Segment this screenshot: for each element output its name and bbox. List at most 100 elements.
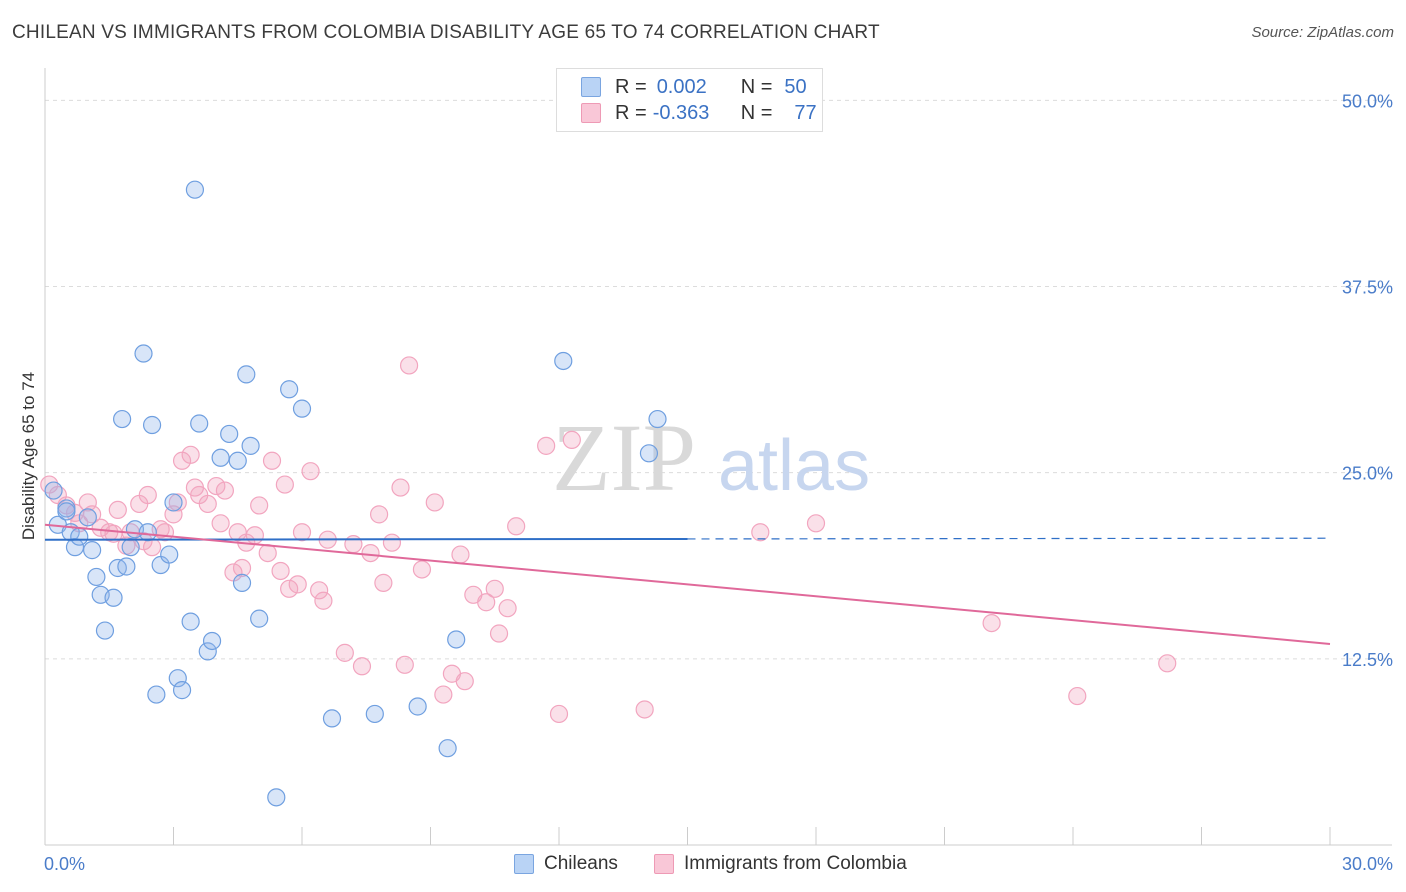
bottom-label-colombia: Immigrants from Colombia xyxy=(684,853,907,874)
trend-line-chileans-extension xyxy=(687,537,1331,540)
chart-title: CHILEAN VS IMMIGRANTS FROM COLOMBIA DISA… xyxy=(12,22,880,43)
point-chileans xyxy=(95,621,115,640)
tick-labels: 12.5% 25.0% 37.5% 50.0% 0.0% 30.0% xyxy=(44,91,1393,874)
point-chileans xyxy=(70,527,89,546)
point-chileans xyxy=(65,538,85,557)
legend-r-label: R = xyxy=(615,75,647,98)
legend-r-label: R = xyxy=(615,101,647,124)
point-colombia xyxy=(335,643,354,662)
point-chileans xyxy=(57,502,76,521)
point-colombia xyxy=(395,655,414,674)
source-label: Source: ZipAtlas.com xyxy=(1251,24,1394,41)
legend-swatch-colombia xyxy=(581,103,601,123)
grid-lines xyxy=(45,99,1392,660)
point-chileans xyxy=(164,493,183,512)
point-chileans xyxy=(438,739,457,758)
point-chileans xyxy=(83,541,102,560)
point-chileans xyxy=(250,609,269,628)
point-colombia xyxy=(288,575,307,594)
watermark-atlas: atlas xyxy=(718,426,870,506)
point-chileans xyxy=(220,424,239,444)
point-chileans xyxy=(87,567,106,587)
point-chileans xyxy=(172,681,192,700)
point-colombia xyxy=(477,593,496,612)
point-colombia xyxy=(455,672,474,691)
legend-r-value-colombia: -0.363 xyxy=(652,101,710,124)
point-chileans xyxy=(408,697,427,716)
point-chileans xyxy=(292,399,312,418)
point-colombia xyxy=(1158,654,1177,673)
legend-n-value-colombia: 77 xyxy=(794,101,817,124)
bottom-swatch-colombia xyxy=(654,854,674,874)
point-colombia xyxy=(280,579,299,598)
point-colombia xyxy=(537,436,556,455)
point-chileans xyxy=(447,630,466,649)
legend-n-label: N = xyxy=(740,101,773,124)
point-chileans xyxy=(232,573,252,592)
axes xyxy=(44,68,1392,846)
point-colombia xyxy=(489,624,509,643)
y-axis-label: Disability Age 65 to 74 xyxy=(19,372,38,540)
legend-n-label: N = xyxy=(740,75,773,98)
point-chileans xyxy=(267,788,286,807)
point-colombia xyxy=(425,493,444,512)
point-colombia xyxy=(108,500,127,520)
point-chileans xyxy=(112,409,132,429)
point-colombia xyxy=(215,481,234,500)
point-colombia xyxy=(211,514,230,533)
point-chileans xyxy=(322,709,342,728)
y-tick-label: 50.0% xyxy=(1342,91,1393,111)
point-colombia xyxy=(361,543,380,563)
y-tick-label: 25.0% xyxy=(1342,464,1393,484)
point-colombia xyxy=(352,657,372,676)
x-tick-label: 30.0% xyxy=(1342,854,1393,874)
point-chileans xyxy=(134,344,153,363)
legend-swatch-chileans xyxy=(581,77,601,97)
legend-r-value-chileans: 0.002 xyxy=(656,75,707,98)
point-chileans xyxy=(211,448,230,467)
point-colombia xyxy=(245,526,264,545)
point-chileans xyxy=(280,380,299,399)
x-tick-label: 0.0% xyxy=(44,854,85,874)
point-colombia xyxy=(370,505,389,524)
point-chileans xyxy=(142,415,162,435)
correlation-legend: R = 0.002 N = 50 R = -0.363 N = 77 xyxy=(556,68,823,132)
point-chileans xyxy=(117,557,136,576)
point-colombia xyxy=(232,558,252,578)
point-colombia xyxy=(485,579,504,598)
point-colombia xyxy=(549,704,569,724)
point-colombia xyxy=(434,685,453,704)
point-colombia xyxy=(181,445,200,464)
point-chileans xyxy=(554,351,573,371)
point-colombia xyxy=(391,478,410,497)
trend-line-colombia xyxy=(44,523,1331,645)
point-colombia xyxy=(198,494,217,514)
point-chileans xyxy=(121,538,140,557)
point-colombia xyxy=(314,591,333,610)
point-colombia xyxy=(275,475,294,494)
point-colombia xyxy=(262,451,282,470)
series-chileans-points xyxy=(44,180,667,807)
point-chileans xyxy=(138,523,157,542)
point-chileans xyxy=(198,642,217,661)
watermark-zip: ZIP xyxy=(552,404,696,511)
point-colombia xyxy=(138,485,157,505)
point-colombia xyxy=(751,523,770,542)
point-colombia xyxy=(344,535,363,554)
point-colombia xyxy=(207,476,226,496)
point-chileans xyxy=(202,631,222,651)
point-colombia xyxy=(292,523,312,542)
point-colombia xyxy=(301,462,320,481)
point-colombia xyxy=(155,523,175,542)
point-colombia xyxy=(562,430,581,450)
point-chileans xyxy=(44,481,63,500)
point-chileans xyxy=(104,588,123,607)
point-chileans xyxy=(190,414,209,433)
point-chileans xyxy=(648,409,667,429)
bottom-legend-colombia: Immigrants from Colombia xyxy=(654,853,907,875)
trend-lines xyxy=(44,523,1331,645)
point-chileans xyxy=(639,444,659,463)
legend-n-value-chileans: 50 xyxy=(784,75,807,98)
point-chileans xyxy=(168,669,187,688)
point-colombia xyxy=(271,561,290,581)
